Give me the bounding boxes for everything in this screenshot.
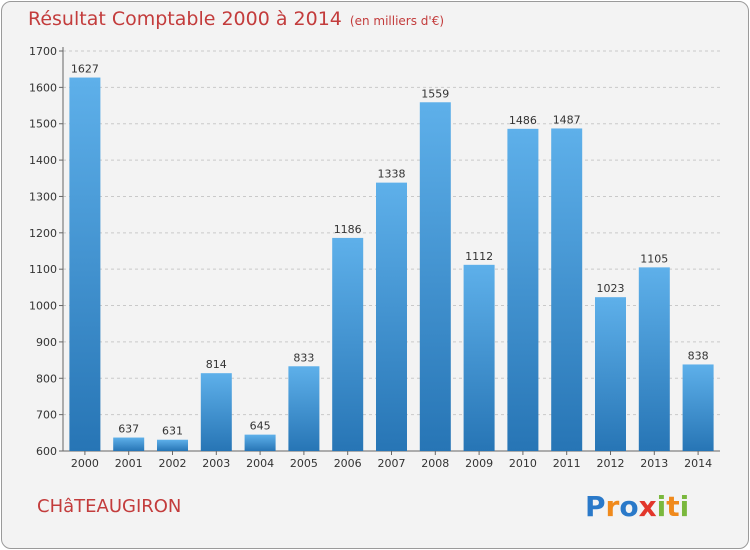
bar-value-label: 1487: [553, 113, 581, 126]
bar: [200, 373, 232, 451]
bar: [113, 437, 145, 451]
logo-letter: P: [585, 490, 606, 523]
bar: [595, 297, 626, 451]
y-tick-label: 1500: [29, 118, 57, 131]
bar-value-label: 838: [688, 349, 709, 362]
bar: [332, 237, 364, 451]
bar-value-label: 1186: [334, 223, 362, 236]
logo-letter: t: [666, 490, 680, 523]
y-tick-label: 700: [36, 409, 57, 422]
x-tick-label: 2005: [290, 457, 318, 470]
bar: [507, 128, 539, 451]
chart-title: Résultat Comptable 2000 à 2014 (en millie…: [28, 8, 444, 30]
logo-letter: r: [605, 490, 620, 523]
bar-value-label: 1559: [421, 87, 449, 100]
proxiti-logo: Proxiti: [585, 490, 689, 523]
chart-subtitle: (en milliers d'€): [349, 14, 445, 28]
bar: [288, 366, 320, 451]
bar-value-label: 1486: [509, 114, 537, 127]
x-tick-label: 2000: [71, 457, 99, 470]
bar: [157, 439, 188, 451]
x-tick-label: 2011: [553, 457, 581, 470]
chart-title-text: Résultat Comptable 2000 à 2014: [28, 8, 342, 30]
y-tick-label: 1700: [29, 45, 57, 58]
bar-value-label: 645: [250, 420, 271, 433]
x-tick-label: 2007: [378, 457, 406, 470]
bar: [244, 434, 276, 451]
y-tick-label: 1400: [29, 154, 57, 167]
x-tick-label: 2001: [115, 457, 143, 470]
y-tick-label: 1300: [29, 190, 57, 203]
bar-value-label: 1112: [465, 250, 493, 263]
x-tick-label: 2013: [640, 457, 668, 470]
logo-letter: x: [638, 490, 657, 523]
y-tick-label: 800: [36, 372, 57, 385]
bar: [419, 102, 451, 451]
logo-letter: i: [679, 490, 690, 523]
x-tick-label: 2014: [684, 457, 712, 470]
bar-value-label: 1023: [597, 282, 625, 295]
y-tick-label: 1200: [29, 227, 57, 240]
y-tick-label: 900: [36, 336, 57, 349]
bar: [551, 128, 583, 452]
y-tick-label: 1600: [29, 81, 57, 94]
bar: [682, 364, 714, 451]
bar: [463, 264, 495, 451]
bar: [376, 182, 407, 452]
bar-value-label: 1627: [71, 63, 99, 76]
y-tick-label: 1100: [29, 263, 57, 276]
bar-value-label: 814: [206, 358, 227, 371]
y-tick-label: 600: [36, 445, 57, 458]
logo-letter: o: [619, 490, 639, 523]
y-tick-label: 1000: [29, 300, 57, 313]
bar-value-label: 637: [118, 423, 139, 436]
bar-value-label: 631: [162, 425, 183, 438]
bar-value-label: 1105: [640, 252, 668, 265]
x-tick-label: 2003: [202, 457, 230, 470]
x-tick-label: 2006: [334, 457, 362, 470]
x-tick-label: 2010: [509, 457, 537, 470]
bar-value-label: 1338: [378, 168, 406, 181]
logo-letter: i: [656, 490, 667, 523]
city-name: CHâTEAUGIRON: [37, 496, 182, 517]
x-tick-label: 2004: [246, 457, 274, 470]
bar: [638, 267, 670, 451]
bar-value-label: 833: [293, 351, 314, 364]
x-tick-label: 2009: [465, 457, 493, 470]
x-tick-label: 2002: [159, 457, 187, 470]
x-tick-label: 2008: [421, 457, 449, 470]
x-tick-label: 2012: [597, 457, 625, 470]
bar: [69, 77, 101, 451]
